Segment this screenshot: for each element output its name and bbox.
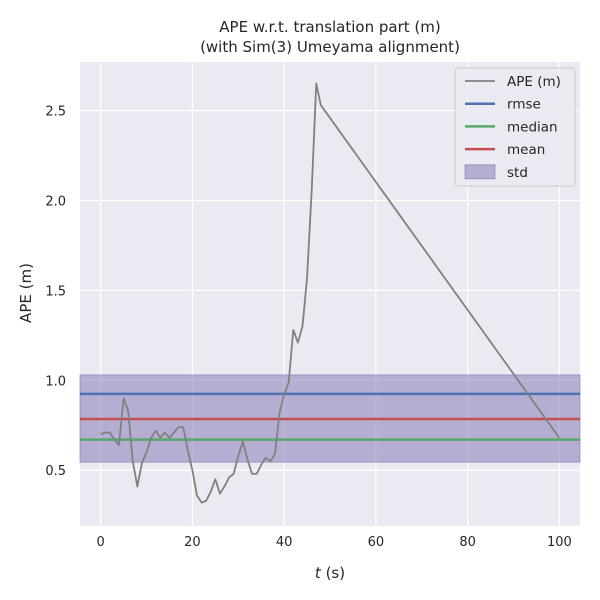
x-tick-labels: 0 20 40 60 80 100 — [97, 535, 572, 550]
stat-lines-layer — [80, 392, 580, 441]
x-tick-label: 60 — [368, 535, 385, 550]
x-axis-label-var: t — [315, 564, 322, 582]
series-layer — [100, 82, 561, 504]
x-tick-label: 0 — [97, 535, 105, 550]
y-tick-label: 1.0 — [45, 374, 66, 389]
x-tick-label: 20 — [184, 535, 201, 550]
x-tick-label: 40 — [276, 535, 293, 550]
ape-series-line — [100, 82, 561, 504]
legend-label: APE (m) — [507, 74, 561, 90]
y-tick-label: 2.0 — [45, 194, 66, 209]
legend-label: mean — [507, 142, 545, 158]
legend-label: std — [507, 165, 528, 181]
chart-title-line-2: (with Sim(3) Umeyama alignment) — [200, 38, 460, 56]
x-axis-label: t (s) — [315, 564, 345, 582]
y-axis-label: APE (m) — [17, 263, 35, 323]
x-tick-label: 80 — [459, 535, 476, 550]
legend: APE (m) rmse median mean std — [454, 67, 576, 187]
y-tick-label: 2.5 — [45, 105, 66, 120]
y-tick-label: 1.5 — [45, 284, 66, 299]
x-axis-label-unit: (s) — [321, 564, 345, 582]
legend-swatch — [464, 164, 496, 180]
y-tick-labels: 0.5 1.0 1.5 2.0 2.5 — [45, 105, 66, 480]
legend-box — [454, 67, 576, 187]
legend-label: rmse — [507, 97, 541, 113]
y-tick-label: 0.5 — [45, 464, 66, 479]
legend-label: median — [507, 119, 558, 135]
chart-title-line-1: APE w.r.t. translation part (m) — [219, 18, 440, 36]
x-tick-label: 100 — [547, 535, 572, 550]
